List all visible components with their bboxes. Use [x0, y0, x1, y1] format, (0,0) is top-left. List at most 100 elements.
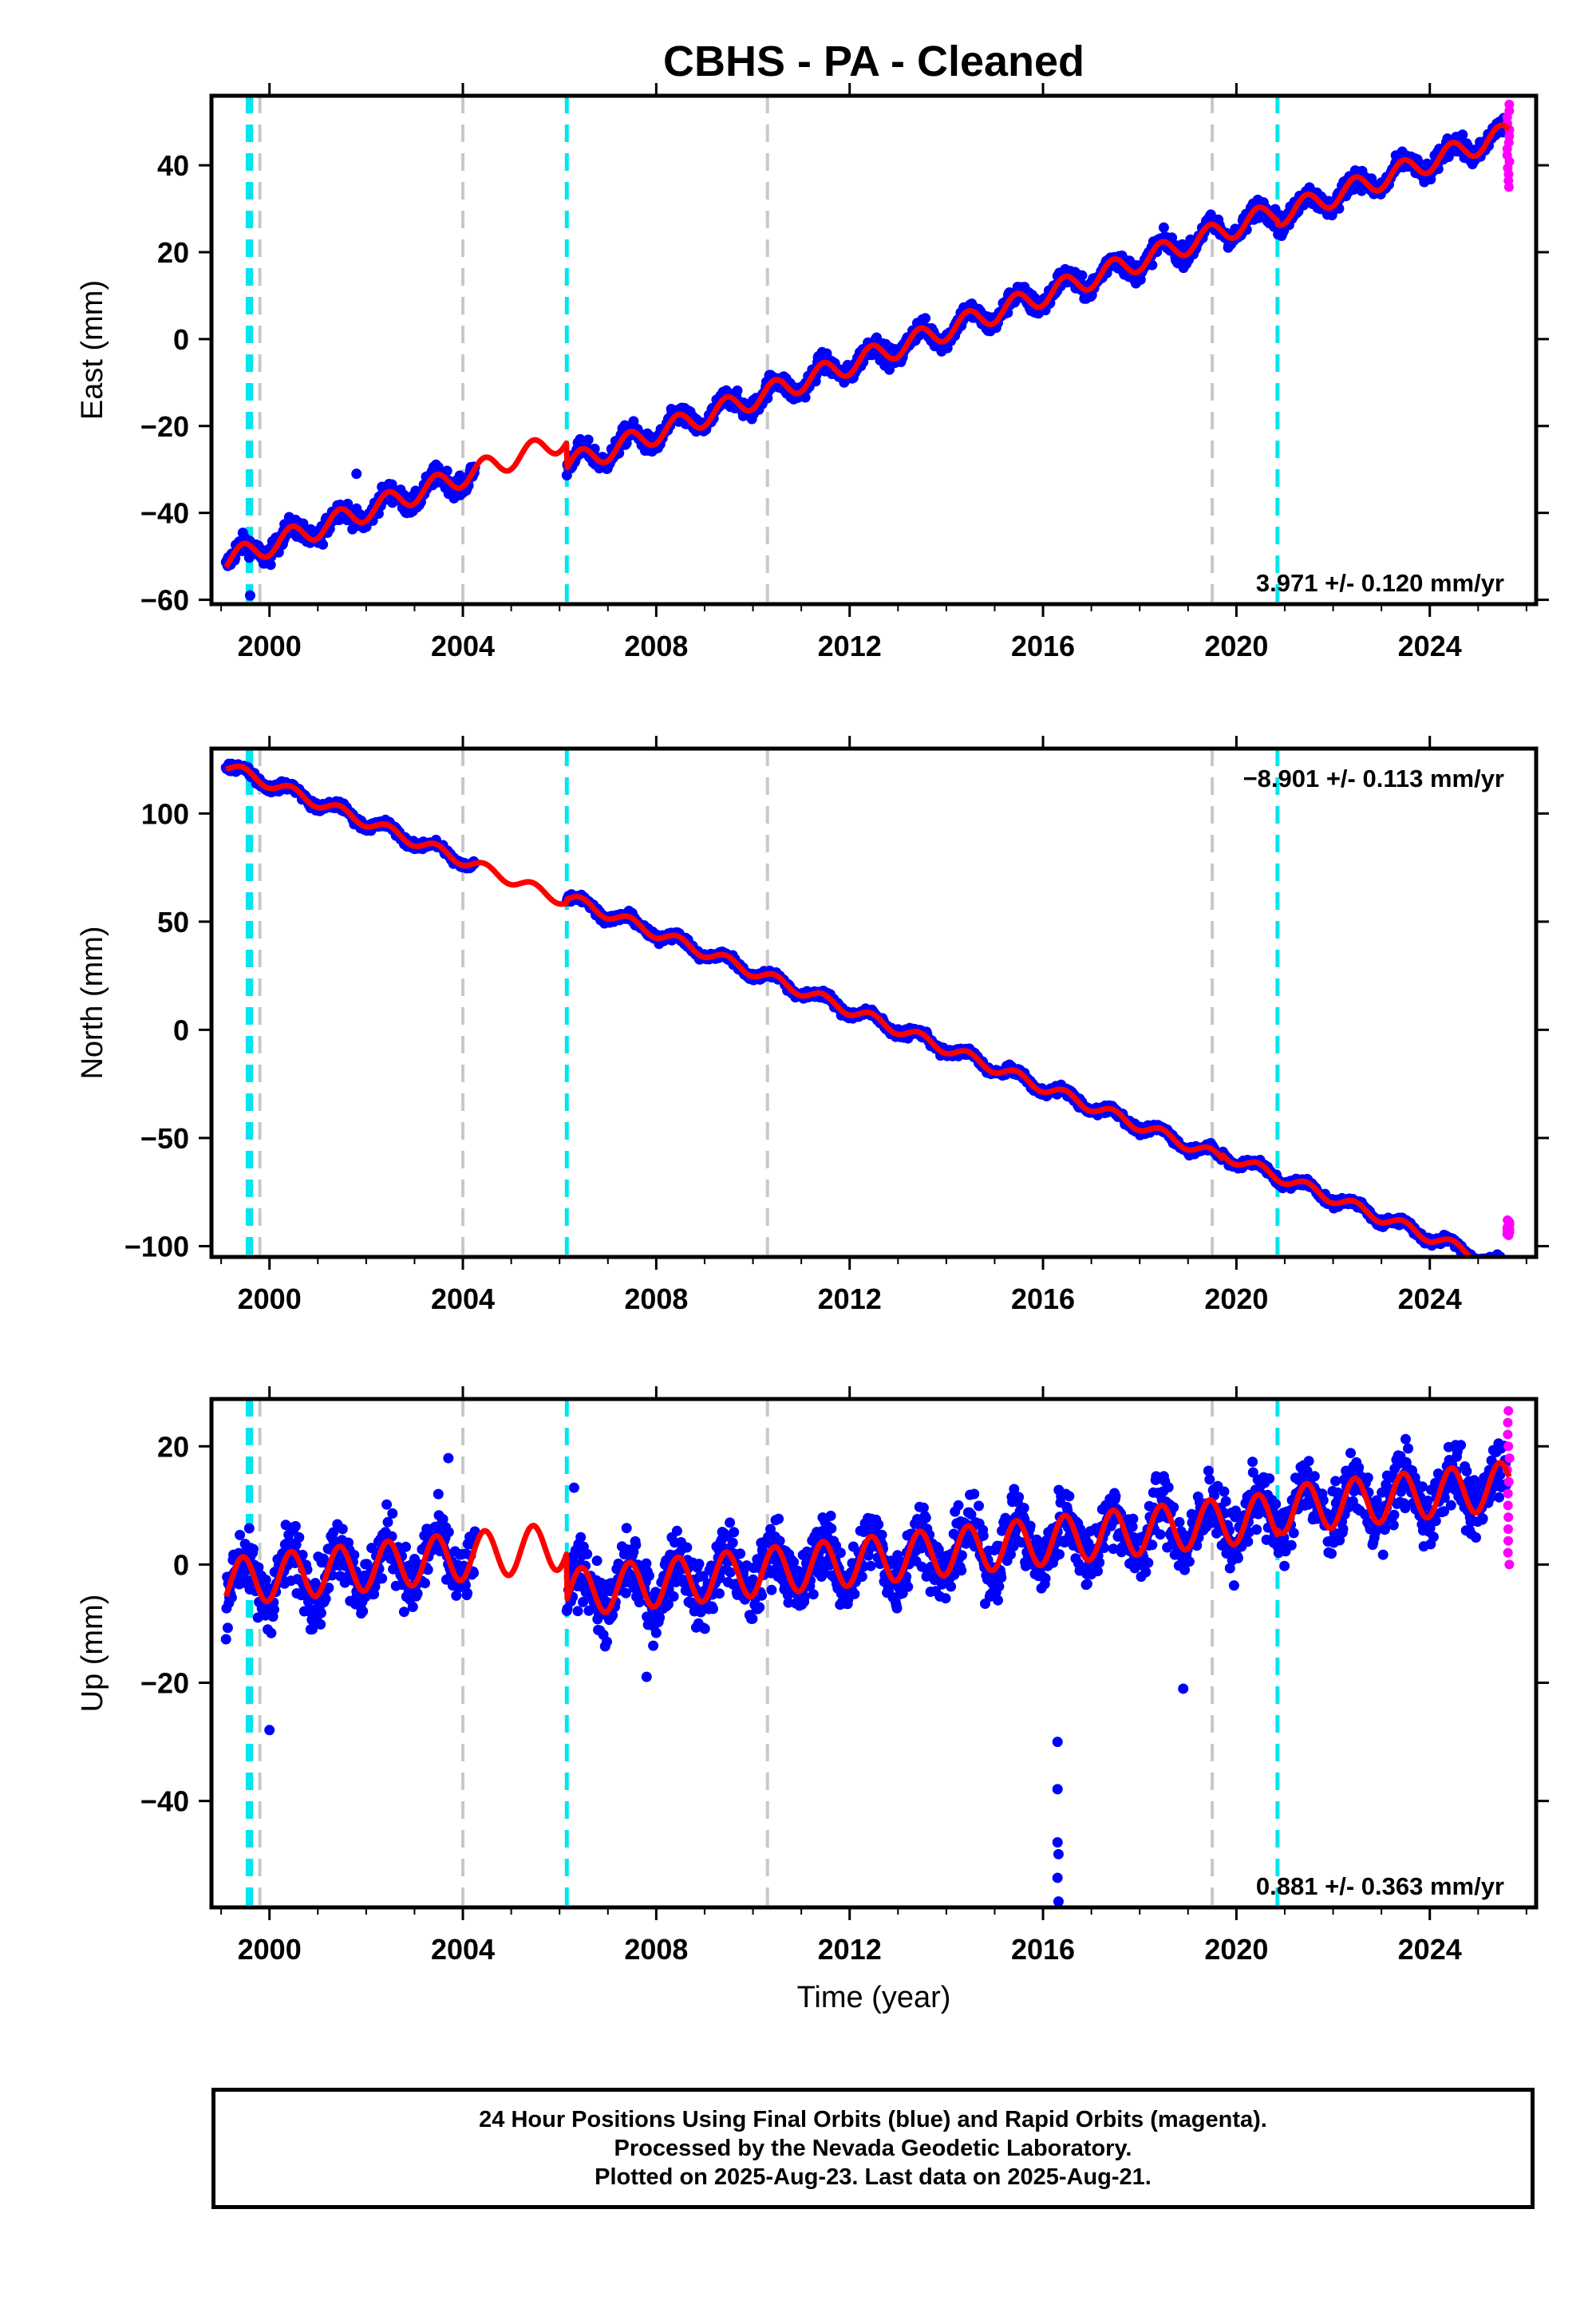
x-axis-title: Time (year) — [797, 1981, 951, 2014]
data-point — [630, 1539, 642, 1551]
data-point — [462, 1587, 473, 1599]
x-tick-label: 2016 — [1011, 1282, 1075, 1315]
data-point — [315, 1618, 326, 1630]
y-axis-title: East (mm) — [76, 280, 109, 420]
data-point — [294, 1531, 305, 1543]
rapid-orbit-point — [1503, 1215, 1513, 1225]
x-tick-label: 2004 — [431, 630, 495, 662]
data-point — [1480, 1258, 1491, 1268]
data-point — [265, 559, 276, 571]
data-point — [591, 1555, 602, 1567]
north-panel: 2000 2004 2008 2012 2016 2020 2024 −100 −50 0 50 10… — [76, 736, 1549, 1315]
data-point — [621, 1523, 632, 1534]
outlier-point — [244, 590, 255, 601]
data-point — [443, 1527, 454, 1538]
data-point — [644, 1571, 654, 1581]
data-point — [381, 1499, 393, 1510]
x-tick-label: 2016 — [1011, 630, 1075, 662]
data-point — [247, 1543, 259, 1555]
data-point — [708, 1603, 718, 1614]
x-tick-label: 2000 — [238, 630, 302, 662]
y-tick-label: 0 — [173, 323, 189, 356]
data-point — [602, 1636, 612, 1647]
x-tick-label: 2008 — [624, 1282, 688, 1315]
x-tick-label: 2020 — [1204, 630, 1268, 662]
data-point — [714, 1588, 725, 1599]
y-tick-label: −20 — [140, 410, 189, 443]
data-point — [269, 1604, 279, 1615]
y-axis-title: North (mm) — [76, 926, 109, 1079]
data-point — [732, 385, 743, 396]
data-point — [220, 1634, 231, 1645]
data-point — [634, 1597, 645, 1608]
data-point — [398, 1607, 409, 1618]
x-tick-label: 2012 — [818, 1282, 882, 1315]
data-point — [407, 1602, 418, 1612]
data-point — [222, 1622, 233, 1634]
data-point — [1496, 1258, 1507, 1268]
data-point — [920, 313, 931, 324]
plot-area — [220, 1399, 1515, 1907]
y-tick-label: −100 — [124, 1230, 189, 1263]
data-point — [266, 1627, 277, 1638]
data-point — [681, 1542, 693, 1553]
x-tick-label: 2004 — [431, 1282, 495, 1315]
up-panel: 2000 2004 2008 2012 2016 2020 2024−40−20020Up … — [76, 1386, 1549, 1966]
data-point — [337, 1524, 348, 1535]
data-point — [420, 1578, 430, 1589]
x-tick-label: 2024 — [1398, 1282, 1462, 1315]
data-point — [583, 434, 594, 445]
y-tick-label: 100 — [141, 797, 189, 830]
data-point — [648, 1640, 659, 1651]
data-point — [572, 1606, 583, 1617]
y-tick-label: −40 — [140, 497, 189, 530]
rate-label: −8.901 +/- 0.113 mm/yr — [1243, 765, 1504, 792]
data-point — [387, 1508, 398, 1519]
data-point — [441, 465, 452, 476]
data-point — [1158, 222, 1169, 233]
data-point — [315, 1607, 326, 1618]
east-panel: 2000 2004 2008 2012 2016 2020 2024−60−40−20020… — [76, 83, 1549, 662]
data-point — [433, 1488, 444, 1500]
y-tick-label: −50 — [140, 1122, 189, 1155]
data-point — [358, 1606, 369, 1617]
plot-area — [220, 96, 1515, 604]
data-point — [1500, 1259, 1511, 1269]
outlier-point — [351, 468, 362, 480]
y-tick-label: 20 — [157, 236, 189, 269]
rate-label: 3.971 +/- 0.120 mm/yr — [1256, 569, 1504, 597]
y-tick-label: 0 — [173, 1014, 189, 1046]
data-point — [401, 1541, 411, 1552]
plot-frame — [209, 746, 1539, 1259]
x-tick-label: 2000 — [238, 1282, 302, 1315]
data-point — [1474, 1258, 1484, 1268]
data-point — [243, 1523, 255, 1534]
data-point — [693, 1559, 705, 1570]
data-point — [377, 1573, 388, 1584]
data-point — [699, 1623, 710, 1634]
data-point — [575, 1531, 587, 1543]
data-point — [290, 1520, 301, 1531]
y-tick-label: −60 — [140, 584, 189, 617]
plot-area — [220, 749, 1515, 1269]
y-tick-label: 50 — [157, 906, 189, 939]
x-tick-label: 2024 — [1398, 630, 1462, 662]
data-point — [235, 1529, 246, 1540]
data-point — [318, 539, 329, 550]
data-point — [1479, 1258, 1489, 1268]
data-point — [412, 1588, 423, 1599]
data-point — [1077, 270, 1088, 281]
data-point — [1457, 129, 1468, 140]
data-point — [668, 1591, 679, 1602]
data-point — [650, 1627, 662, 1638]
data-point — [671, 1525, 682, 1536]
x-tick-label: 2008 — [624, 630, 688, 662]
data-point — [1476, 1259, 1486, 1269]
rapid-orbit-point — [1504, 99, 1515, 109]
data-point — [582, 1548, 593, 1559]
y-tick-label: 40 — [157, 149, 189, 182]
data-point — [1483, 1258, 1494, 1268]
data-point — [800, 392, 811, 403]
x-tick-label: 2020 — [1204, 1282, 1268, 1315]
